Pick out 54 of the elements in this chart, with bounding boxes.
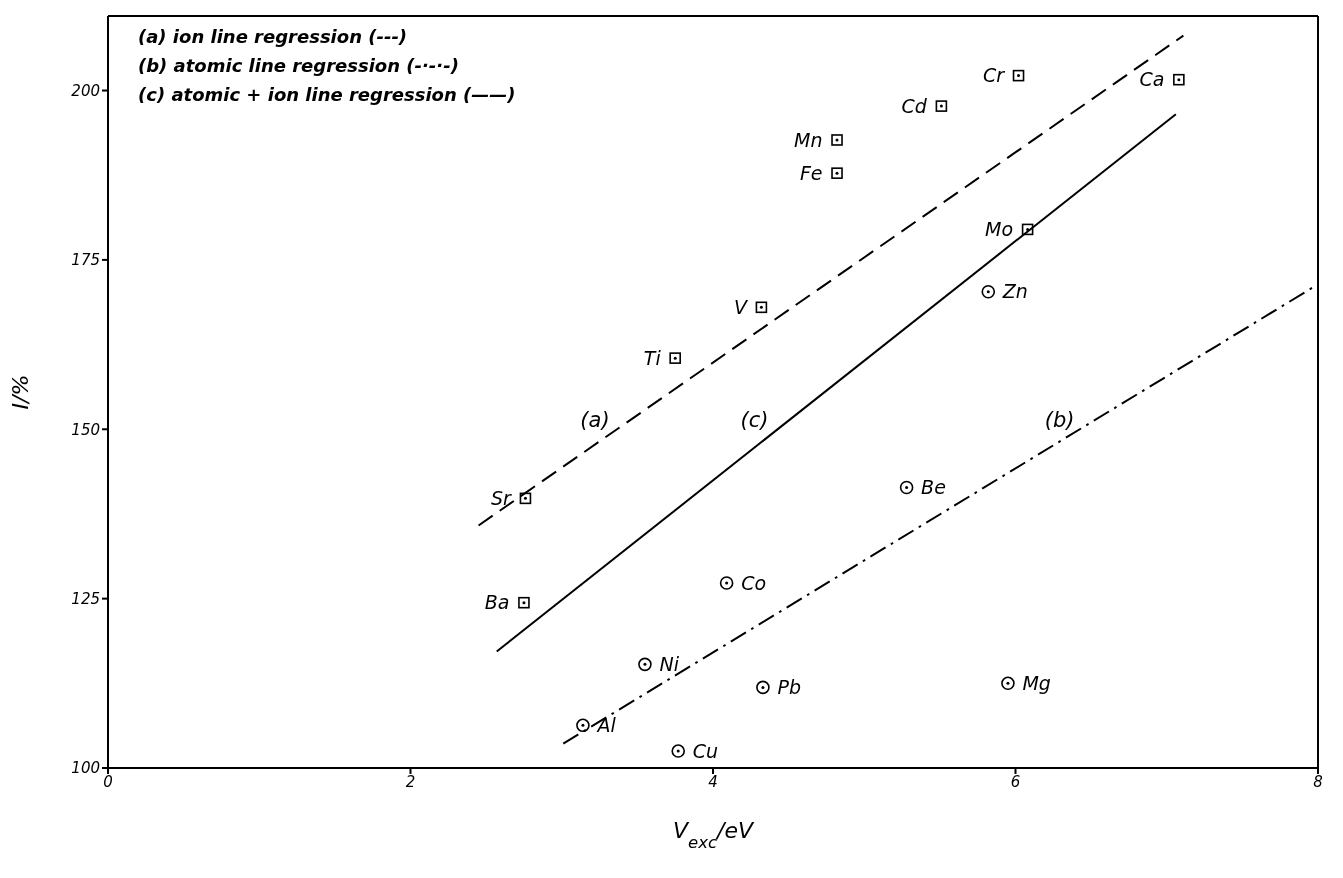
point [755, 301, 768, 314]
point [1173, 73, 1185, 86]
data-label: Pb [777, 676, 801, 699]
data-label: Mo [985, 218, 1014, 241]
series-label: (a) [580, 407, 610, 432]
data-label: V [733, 296, 749, 319]
data-label: Be [921, 476, 946, 499]
data-label: Ca [1139, 68, 1165, 91]
y-tick-label: 100 [71, 759, 100, 778]
y-tick-label: 200 [71, 81, 100, 100]
x-tick-label: 4 [708, 772, 718, 791]
data-label: Al [595, 714, 617, 737]
data-label: Mn [794, 128, 823, 151]
point [719, 576, 734, 590]
point [899, 480, 914, 495]
y-tick-label: 150 [71, 420, 100, 439]
series-label: (b) [1044, 407, 1075, 432]
point [1012, 69, 1025, 82]
data-label: Mg [1022, 672, 1051, 695]
point [671, 744, 686, 758]
data-label: Sr [491, 487, 513, 510]
data-label: Ni [659, 653, 680, 676]
x-axis-title: V$_{exc}$/eV [672, 818, 755, 852]
data-label: Cd [901, 94, 928, 117]
annotation: (b) atomic line regression (-·-·-) [138, 54, 460, 78]
data-label: Zn [1001, 280, 1028, 303]
data-label: Cr [982, 64, 1006, 87]
x-tick-label: 6 [1010, 772, 1021, 791]
y-axis-title: I/% [8, 374, 33, 410]
point [518, 596, 530, 609]
series-label: (c) [740, 407, 769, 432]
data-label: Cu [692, 739, 719, 762]
x-tick-label: 2 [405, 772, 416, 791]
point [669, 352, 681, 364]
point [831, 134, 843, 146]
point [1001, 676, 1015, 691]
annotation: (a) ion line regression (---) [138, 25, 409, 49]
y-tick-label: 125 [71, 589, 100, 608]
x-tick-label: 8 [1313, 772, 1323, 791]
data-label: Ba [484, 591, 510, 614]
point [638, 657, 652, 672]
point [519, 492, 532, 505]
y-tick-label: 175 [71, 251, 100, 270]
data-label: Co [741, 571, 767, 594]
data-label: Ti [643, 346, 662, 369]
x-tick-label: 0 [103, 772, 113, 791]
point [935, 100, 948, 112]
data-label: Fe [799, 161, 823, 184]
annotation: (c) atomic + ion line regression (——) [138, 83, 516, 107]
point [831, 167, 843, 179]
point [756, 680, 770, 695]
point [981, 284, 996, 299]
point [1021, 223, 1034, 236]
point [576, 718, 590, 733]
